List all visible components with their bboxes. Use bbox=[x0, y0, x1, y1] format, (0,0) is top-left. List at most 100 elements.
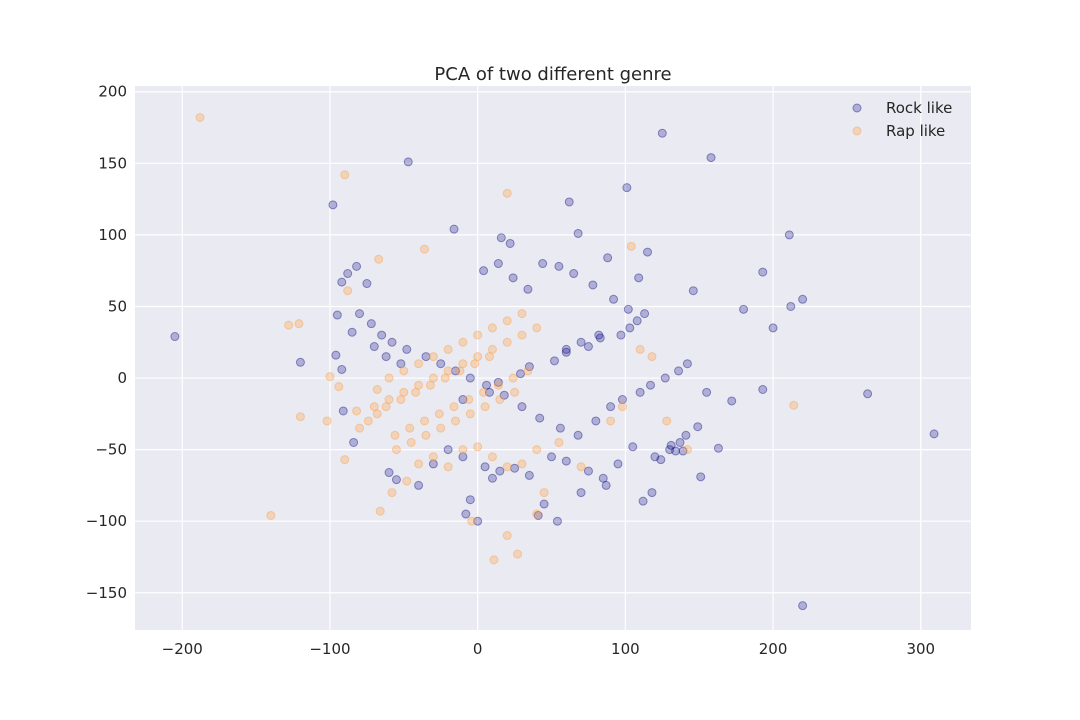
data-point bbox=[487, 473, 497, 483]
data-point bbox=[399, 366, 409, 376]
data-point bbox=[929, 429, 939, 439]
data-point bbox=[517, 330, 527, 340]
data-point bbox=[434, 409, 444, 419]
data-point bbox=[863, 389, 873, 399]
data-point bbox=[440, 373, 450, 383]
chart-title: PCA of two different genre bbox=[434, 64, 671, 85]
data-point bbox=[635, 344, 645, 354]
y-tick-label: −100 bbox=[86, 512, 127, 530]
data-point bbox=[502, 462, 512, 472]
series-1 bbox=[195, 112, 799, 565]
data-point bbox=[411, 387, 421, 397]
data-point bbox=[414, 459, 424, 469]
legend: Rock like Rap like bbox=[852, 99, 952, 140]
data-point bbox=[443, 445, 453, 455]
y-tick-label: 0 bbox=[117, 369, 127, 387]
data-point bbox=[480, 462, 490, 472]
data-point bbox=[613, 459, 623, 469]
data-point bbox=[464, 395, 474, 405]
data-point bbox=[479, 266, 489, 276]
data-point bbox=[626, 241, 636, 251]
data-point bbox=[455, 366, 465, 376]
data-point bbox=[458, 337, 468, 347]
x-gridlines bbox=[181, 86, 922, 630]
data-point bbox=[603, 253, 613, 263]
data-point bbox=[786, 301, 796, 311]
data-point bbox=[384, 468, 394, 478]
data-point bbox=[573, 228, 583, 238]
data-point bbox=[606, 402, 616, 412]
data-point bbox=[473, 352, 483, 362]
data-point bbox=[706, 153, 716, 163]
data-point bbox=[493, 377, 503, 387]
data-point bbox=[343, 286, 353, 296]
data-point bbox=[505, 238, 515, 248]
data-point bbox=[355, 309, 365, 319]
data-point bbox=[616, 330, 626, 340]
data-point bbox=[552, 516, 562, 526]
data-point bbox=[414, 359, 424, 369]
data-point bbox=[372, 384, 382, 394]
data-point bbox=[484, 387, 494, 397]
data-point bbox=[594, 330, 604, 340]
data-point bbox=[583, 466, 593, 476]
data-point bbox=[554, 437, 564, 447]
data-point bbox=[366, 319, 376, 329]
data-point bbox=[465, 495, 475, 505]
data-point bbox=[502, 316, 512, 326]
data-point bbox=[425, 380, 435, 390]
data-point bbox=[489, 555, 499, 565]
data-point bbox=[295, 357, 305, 367]
data-point bbox=[374, 254, 384, 264]
data-point bbox=[510, 463, 520, 473]
data-point bbox=[798, 294, 808, 304]
x-tick-label: 300 bbox=[906, 640, 935, 658]
data-point bbox=[449, 224, 459, 234]
data-point bbox=[532, 509, 542, 519]
data-point bbox=[532, 445, 542, 455]
data-point bbox=[443, 344, 453, 354]
data-point bbox=[381, 402, 391, 412]
data-point bbox=[369, 402, 379, 412]
data-point bbox=[487, 323, 497, 333]
data-point bbox=[399, 387, 409, 397]
data-point bbox=[473, 330, 483, 340]
data-point bbox=[352, 406, 362, 416]
legend-marker bbox=[852, 126, 862, 136]
data-point bbox=[555, 423, 565, 433]
data-point bbox=[513, 549, 523, 559]
data-point bbox=[414, 380, 424, 390]
data-point bbox=[523, 366, 533, 376]
data-point bbox=[502, 531, 512, 541]
data-point bbox=[617, 402, 627, 412]
data-point bbox=[524, 362, 534, 372]
data-point bbox=[375, 506, 385, 516]
data-point bbox=[493, 259, 503, 269]
data-point bbox=[372, 409, 382, 419]
y-tick-label: −50 bbox=[95, 441, 127, 459]
data-point bbox=[647, 488, 657, 498]
legend-label: Rap like bbox=[886, 122, 945, 140]
data-point bbox=[387, 337, 397, 347]
data-point bbox=[510, 387, 520, 397]
data-point bbox=[419, 416, 429, 426]
data-point bbox=[405, 423, 415, 433]
y-tick-labels: −150 −100 −50 0 50 100 150 200 bbox=[86, 83, 127, 602]
data-point bbox=[538, 259, 548, 269]
data-point bbox=[479, 387, 489, 397]
data-point bbox=[195, 112, 205, 122]
data-point bbox=[650, 452, 660, 462]
data-point bbox=[665, 445, 675, 455]
data-point bbox=[381, 352, 391, 362]
data-point bbox=[465, 373, 475, 383]
data-point bbox=[598, 473, 608, 483]
data-point bbox=[495, 466, 505, 476]
data-point bbox=[170, 332, 180, 342]
plot-background bbox=[135, 86, 971, 630]
data-point bbox=[428, 352, 438, 362]
data-point bbox=[768, 323, 778, 333]
data-point bbox=[473, 442, 483, 452]
data-point bbox=[647, 352, 657, 362]
data-point bbox=[334, 382, 344, 392]
data-point bbox=[451, 416, 461, 426]
